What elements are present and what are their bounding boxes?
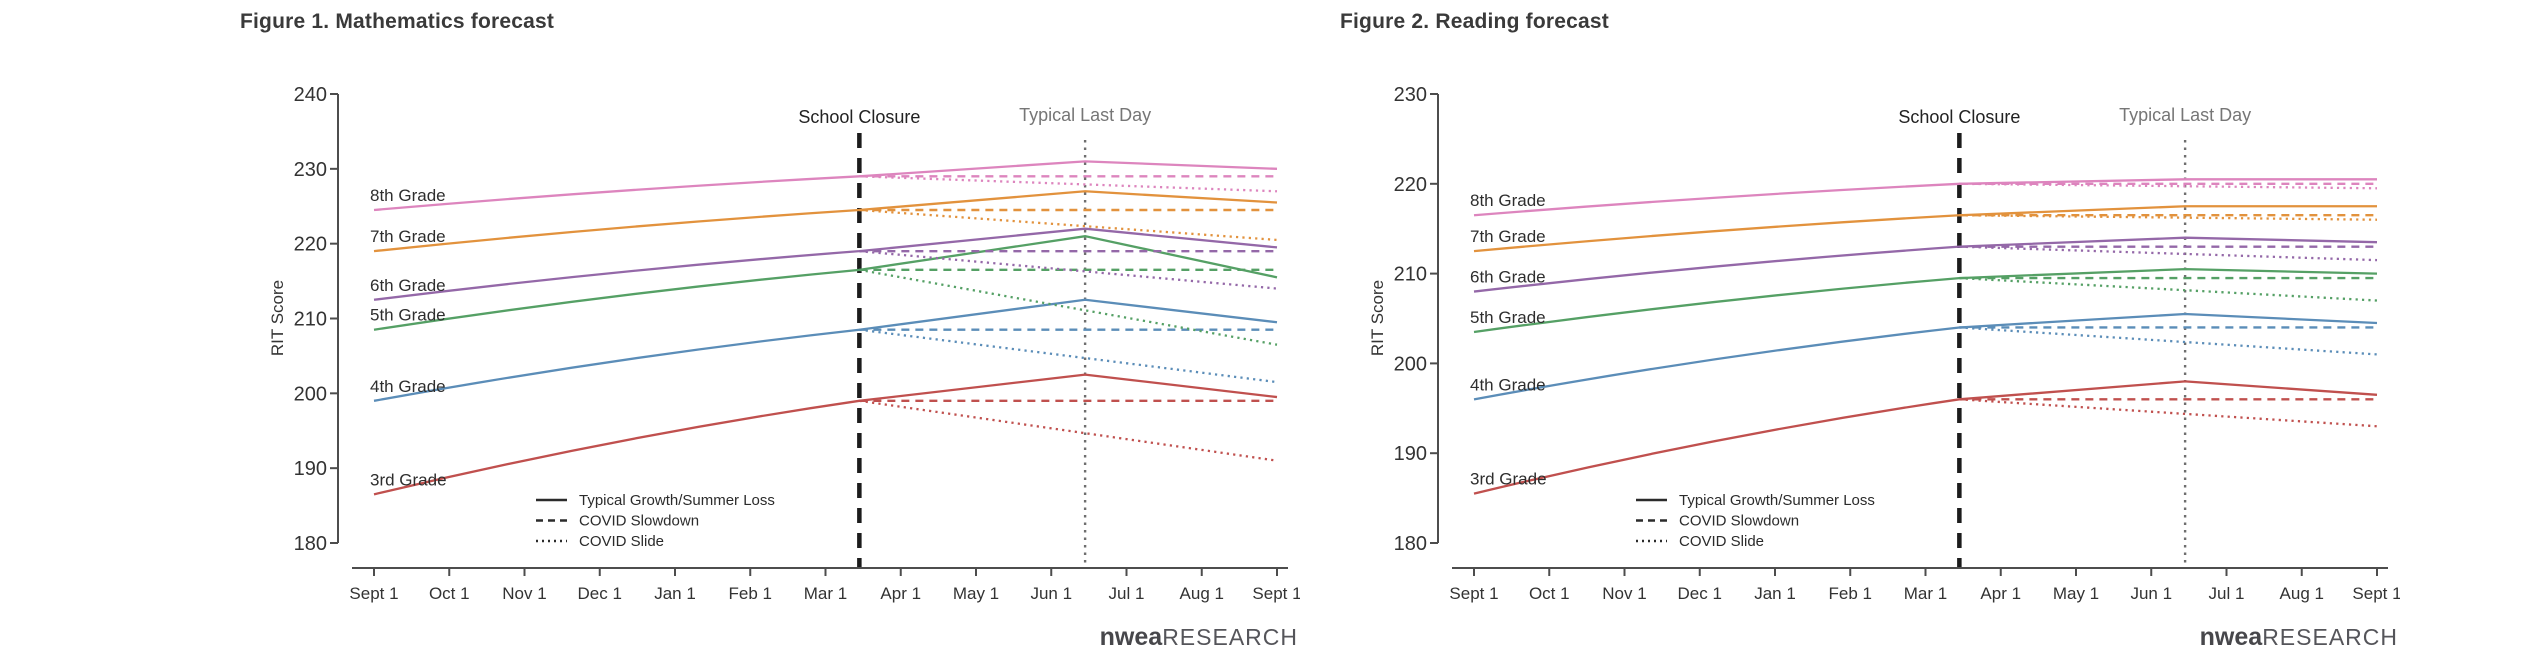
fig1-y-tick-label: 200 — [294, 383, 327, 405]
fig1-x-tick-label: Nov 1 — [502, 584, 546, 603]
fig2-school-closure-label: School Closure — [1898, 107, 2020, 127]
fig2-6th-grade-label: 6th Grade — [1470, 268, 1546, 287]
fig2-y-tick-label: 220 — [1394, 174, 1427, 196]
fig1-6th-grade-typical-growth-line — [373, 227, 1278, 301]
fig2-4th-grade-typical-growth-line — [1473, 312, 2378, 401]
figure-2-title: Figure 2. Reading forecast — [1340, 10, 1609, 33]
nwea-brand-wordmark: nwea — [2200, 623, 2264, 651]
fig1-x-tick-label: Aug 1 — [1180, 584, 1224, 603]
fig2-legend-dashed-label: COVID Slowdown — [1679, 513, 1799, 530]
fig1-6th-grade-label: 6th Grade — [370, 276, 446, 295]
fig1-x-tick-label: Feb 1 — [729, 584, 772, 603]
fig1-x-tick-label: Mar 1 — [804, 584, 847, 603]
fig2-legend-dotted-label: COVID Slide — [1679, 533, 1764, 550]
fig2-5th-grade-covid-slide-line — [1959, 276, 2378, 302]
fig2-x-tick-label: May 1 — [2053, 584, 2099, 603]
fig1-5th-grade-covid-slide-line — [859, 268, 1278, 346]
fig2-4th-grade-covid-slide-line — [1959, 326, 2378, 356]
fig2-x-tick-label: Sept 1 — [1449, 584, 1498, 603]
fig2-y-tick-label: 200 — [1394, 353, 1427, 375]
fig1-x-tick-label: Jun 1 — [1030, 584, 1072, 603]
fig2-x-tick-label: Jul 1 — [2209, 584, 2245, 603]
fig2-x-tick-label: Jan 1 — [1754, 584, 1796, 603]
fig2-3rd-grade-typical-growth-line — [1473, 380, 2378, 495]
fig1-x-tick-label: Sept 1 — [1252, 584, 1300, 603]
fig1-y-tick-label: 220 — [294, 234, 327, 256]
fig1-legend-solid-label: Typical Growth/Summer Loss — [579, 492, 775, 509]
fig2-5th-grade-typical-growth-line — [1473, 267, 2378, 334]
fig2-8th-grade-label: 8th Grade — [1470, 191, 1546, 210]
fig2-nwea-research-logo: nweaRESEARCH — [2200, 623, 2398, 651]
fig1-3rd-grade-typical-growth-line — [373, 373, 1278, 496]
fig1-4th-grade-typical-growth-line — [373, 298, 1278, 402]
fig2-y-axis-title: RIT Score — [1368, 280, 1387, 356]
fig1-typical-last-day-label: Typical Last Day — [1019, 105, 1151, 125]
fig2-5th-grade-label: 5th Grade — [1470, 308, 1546, 327]
fig1-8th-grade-label: 8th Grade — [370, 186, 446, 205]
fig1-legend-dashed-label: COVID Slowdown — [579, 513, 699, 530]
fig1-y-axis-title: RIT Score — [268, 280, 287, 356]
fig1-y-tick-label: 210 — [294, 309, 327, 331]
fig1-y-tick-label: 190 — [294, 458, 327, 480]
fig1-7th-grade-label: 7th Grade — [370, 227, 446, 246]
figure-1-mathematics-chart: School Closure Typical Last Day 180 190 200 2… — [268, 84, 1300, 651]
figure-2-reading: Figure 2. Reading forecast School Closur… — [1100, 0, 2400, 670]
fig1-x-tick-label: Oct 1 — [429, 584, 470, 603]
fig2-x-tick-label: Feb 1 — [1829, 584, 1872, 603]
fig2-6th-grade-covid-slide-line — [1959, 245, 2378, 262]
figure-1-title: Figure 1. Mathematics forecast — [240, 10, 555, 33]
fig1-y-tick-label: 180 — [294, 533, 327, 555]
fig2-6th-grade-typical-growth-line — [1473, 236, 2378, 293]
fig1-y-tick-label: 240 — [294, 84, 327, 106]
fig1-school-closure-label: School Closure — [798, 107, 920, 127]
fig2-x-tick-label: Sept 1 — [2352, 584, 2400, 603]
fig1-x-tick-label: Jan 1 — [654, 584, 696, 603]
fig2-y-tick-label: 230 — [1394, 84, 1427, 106]
research-wordmark: RESEARCH — [1162, 624, 1298, 650]
fig1-nwea-research-logo: nweaRESEARCH — [1100, 623, 1298, 651]
research-wordmark: RESEARCH — [2262, 624, 2398, 650]
figure-2-reading-chart: School Closure Typical Last Day 180 190 200 2… — [1368, 84, 2400, 651]
fig1-5th-grade-label: 5th Grade — [370, 306, 446, 325]
fig2-x-tick-label: Apr 1 — [1980, 584, 2021, 603]
fig2-x-tick-label: Mar 1 — [1904, 584, 1947, 603]
fig1-5th-grade-typical-growth-line — [373, 235, 1278, 331]
fig1-legend-dotted-label: COVID Slide — [579, 533, 664, 550]
fig2-typical-last-day-label: Typical Last Day — [2119, 105, 2251, 125]
fig2-y-tick-label: 210 — [1394, 264, 1427, 286]
fig1-4th-grade-label: 4th Grade — [370, 377, 446, 396]
fig2-4th-grade-label: 4th Grade — [1470, 375, 1546, 394]
fig2-3rd-grade-label: 3rd Grade — [1470, 470, 1547, 489]
fig1-x-tick-label: Sept 1 — [349, 584, 398, 603]
fig1-8th-grade-typical-growth-line — [373, 160, 1278, 212]
fig2-y-tick-label: 180 — [1394, 533, 1427, 555]
fig2-7th-grade-label: 7th Grade — [1470, 227, 1546, 246]
fig1-y-tick-label: 230 — [294, 159, 327, 181]
fig2-y-tick-label: 190 — [1394, 443, 1427, 465]
fig2-axes — [1430, 93, 2388, 576]
fig1-axes — [330, 93, 1288, 576]
fig1-7th-grade-typical-growth-line — [373, 190, 1278, 253]
fig1-x-tick-label: May 1 — [953, 584, 999, 603]
fig1-x-tick-label: Jul 1 — [1109, 584, 1145, 603]
fig1-x-tick-label: Apr 1 — [880, 584, 921, 603]
fig2-3rd-grade-covid-slide-line — [1959, 398, 2378, 428]
fig2-x-tick-label: Oct 1 — [1529, 584, 1570, 603]
fig2-x-tick-label: Nov 1 — [1602, 584, 1646, 603]
fig1-x-tick-label: Dec 1 — [578, 584, 622, 603]
fig2-x-tick-label: Dec 1 — [1678, 584, 1722, 603]
nwea-brand-wordmark: nwea — [1100, 623, 1164, 651]
fig2-x-tick-label: Aug 1 — [2280, 584, 2324, 603]
figure-1-mathematics: Figure 1. Mathematics forecast School Cl… — [240, 10, 1300, 651]
fig1-3rd-grade-label: 3rd Grade — [370, 470, 447, 489]
fig2-x-tick-label: Jun 1 — [2130, 584, 2172, 603]
fig2-legend-solid-label: Typical Growth/Summer Loss — [1679, 492, 1875, 509]
fig2-8th-grade-typical-growth-line — [1473, 178, 2377, 217]
fig2-7th-grade-typical-growth-line — [1473, 205, 2377, 253]
